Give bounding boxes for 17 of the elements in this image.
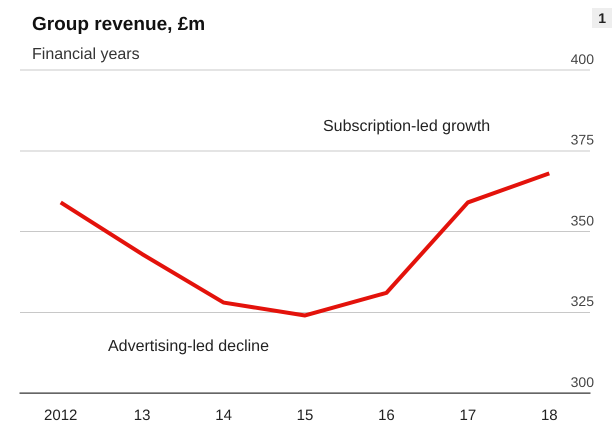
annotation: Advertising-led decline <box>108 338 269 356</box>
x-tick-label: 17 <box>460 407 476 424</box>
x-tick-label: 18 <box>540 407 558 424</box>
y-tick-label: 325 <box>570 293 594 310</box>
chart-title: Group revenue, £m <box>32 14 206 36</box>
y-tick-label: 300 <box>570 374 594 390</box>
chart-subtitle: Financial years <box>32 46 140 64</box>
x-tick-label: 15 <box>296 407 314 424</box>
x-tick-label: 2012 <box>44 407 78 424</box>
text: 1 <box>592 8 612 28</box>
x-tick-label: 13 <box>134 407 150 424</box>
y-tick-label: 400 <box>570 50 594 67</box>
x-tick-label: 14 <box>215 407 232 424</box>
x-tick-label: 16 <box>378 407 395 424</box>
y-tick-label: 375 <box>570 132 594 148</box>
annotation: Subscription-led growth <box>323 118 490 136</box>
y-tick-label: 350 <box>570 212 594 228</box>
